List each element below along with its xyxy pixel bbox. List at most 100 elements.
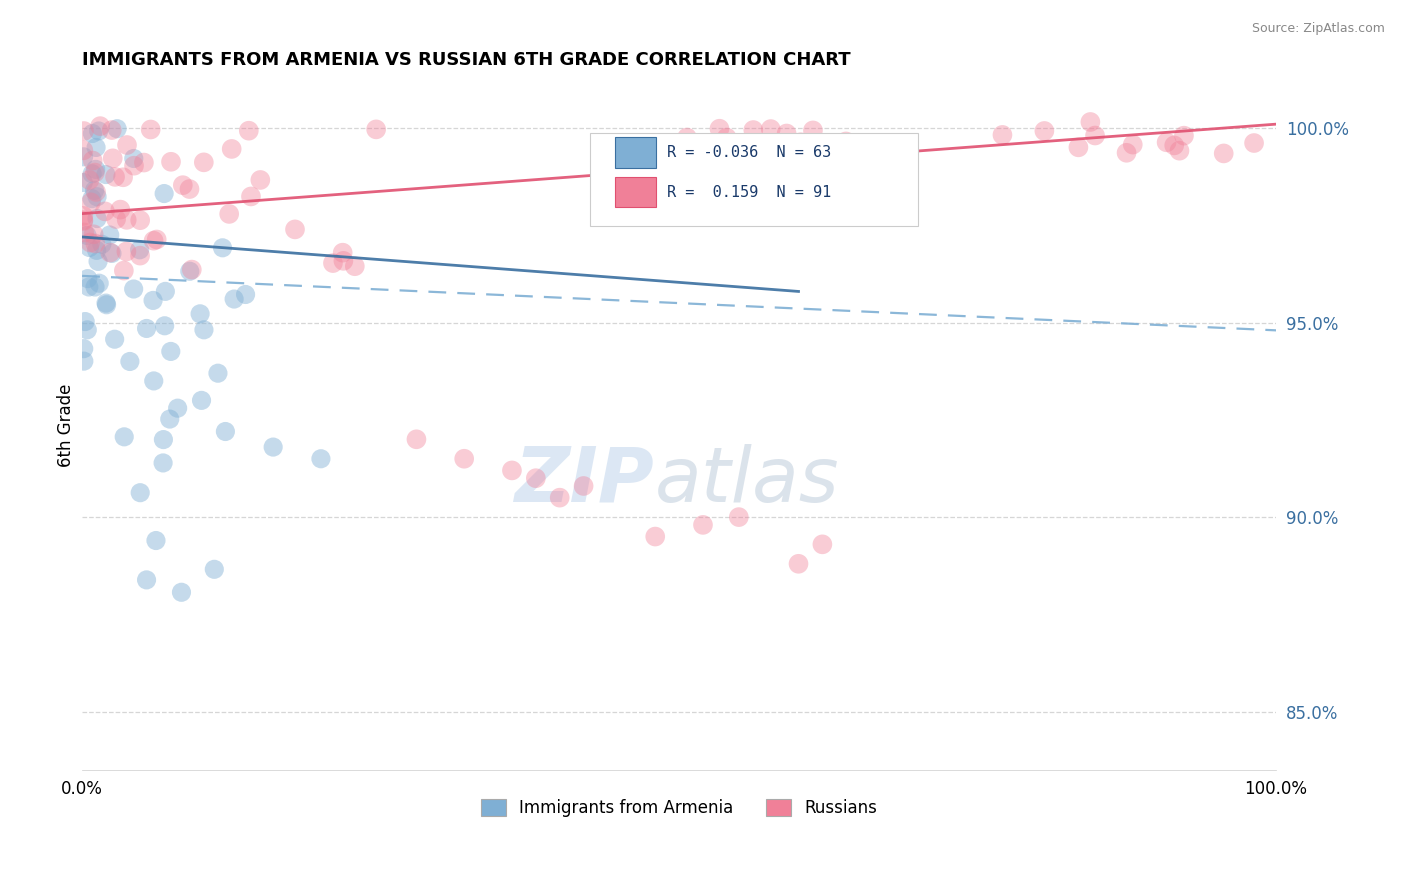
Point: [787, 557, 810, 571]
Point: [72, 144, 94, 158]
Point: [153, 186, 176, 201]
Point: [284, 222, 307, 236]
Point: [193, 323, 215, 337]
Point: [1168, 144, 1191, 158]
Point: [190, 393, 212, 408]
Point: [142, 293, 165, 308]
Point: [98, 245, 121, 260]
Point: [135, 321, 157, 335]
Point: [1115, 145, 1137, 160]
Point: [115, 138, 138, 153]
Point: [82, 153, 104, 168]
Point: [105, 121, 128, 136]
Point: [84, 162, 107, 177]
Text: atlas: atlas: [655, 443, 839, 517]
Point: [94, 296, 117, 310]
Point: [214, 425, 236, 439]
Point: [87, 124, 110, 138]
Point: [104, 169, 127, 184]
Point: [73, 354, 96, 368]
Point: [309, 451, 332, 466]
Point: [1156, 136, 1178, 150]
Point: [991, 128, 1014, 142]
Point: [238, 124, 260, 138]
Point: [644, 530, 666, 544]
Point: [820, 138, 842, 153]
Point: [709, 121, 731, 136]
Point: [262, 440, 284, 454]
Point: [343, 259, 366, 273]
Text: ZIP: ZIP: [516, 443, 655, 517]
Point: [72, 214, 94, 228]
Point: [87, 254, 110, 268]
Point: [145, 232, 167, 246]
Point: [1212, 146, 1234, 161]
Point: [224, 292, 246, 306]
Point: [128, 243, 150, 257]
Point: [159, 412, 181, 426]
Point: [170, 585, 193, 599]
Point: [453, 451, 475, 466]
Text: R =  0.159  N = 91: R = 0.159 N = 91: [668, 185, 831, 200]
FancyBboxPatch shape: [589, 133, 918, 226]
Point: [89, 277, 111, 291]
Point: [142, 374, 165, 388]
Point: [759, 122, 782, 136]
Point: [112, 170, 135, 185]
Point: [79, 241, 101, 255]
Point: [73, 342, 96, 356]
Point: [218, 207, 240, 221]
Point: [76, 323, 98, 337]
Point: [139, 122, 162, 136]
Point: [72, 150, 94, 164]
Point: [110, 202, 132, 217]
Text: IMMIGRANTS FROM ARMENIA VS RUSSIAN 6TH GRADE CORRELATION CHART: IMMIGRANTS FROM ARMENIA VS RUSSIAN 6TH G…: [82, 51, 851, 69]
Point: [366, 122, 388, 136]
Point: [96, 298, 118, 312]
Point: [84, 140, 107, 154]
Point: [122, 282, 145, 296]
Point: [122, 159, 145, 173]
Point: [152, 456, 174, 470]
Text: R = -0.036  N = 63: R = -0.036 N = 63: [668, 145, 831, 161]
Legend: Immigrants from Armenia, Russians: Immigrants from Armenia, Russians: [474, 792, 884, 823]
Point: [82, 127, 104, 141]
Point: [770, 144, 793, 158]
Point: [83, 183, 105, 197]
Point: [159, 344, 181, 359]
Point: [152, 433, 174, 447]
Point: [166, 401, 188, 416]
Point: [101, 123, 124, 137]
Point: [115, 244, 138, 259]
Point: [79, 235, 101, 250]
Point: [188, 307, 211, 321]
Point: [727, 510, 749, 524]
Point: [101, 151, 124, 165]
Point: [84, 280, 107, 294]
Point: [332, 245, 354, 260]
Point: [322, 256, 344, 270]
Point: [332, 253, 354, 268]
Point: [172, 178, 194, 193]
Point: [86, 244, 108, 258]
Point: [80, 195, 103, 210]
Point: [1243, 136, 1265, 150]
Point: [112, 263, 135, 277]
Point: [129, 213, 152, 227]
Point: [155, 285, 177, 299]
Point: [835, 135, 858, 149]
Point: [145, 533, 167, 548]
Point: [82, 167, 104, 181]
Point: [153, 318, 176, 333]
Point: [98, 227, 121, 242]
Point: [834, 143, 856, 157]
Point: [807, 145, 830, 159]
Point: [129, 485, 152, 500]
Text: Source: ZipAtlas.com: Source: ZipAtlas.com: [1251, 22, 1385, 36]
Point: [76, 271, 98, 285]
Point: [73, 124, 96, 138]
Point: [207, 366, 229, 380]
Point: [1122, 137, 1144, 152]
Point: [94, 204, 117, 219]
Point: [803, 144, 825, 158]
